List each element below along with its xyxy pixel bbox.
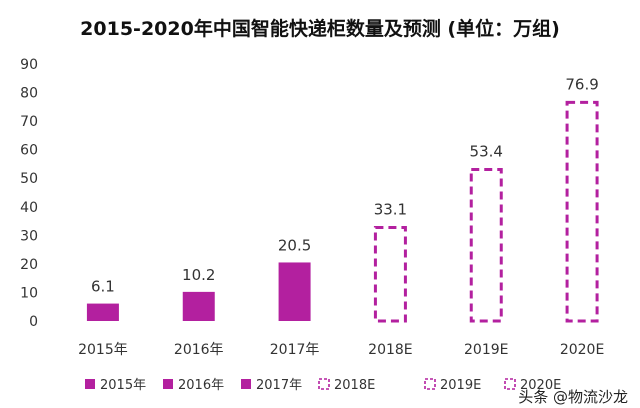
bar-value-label: 33.1 — [374, 200, 407, 218]
y-tick-label: 80 — [20, 86, 38, 102]
x-tick-label: 2020E — [560, 342, 604, 358]
legend-item-label: 2019E — [440, 378, 481, 393]
y-tick-label: 90 — [20, 57, 38, 73]
bars-group: 6.1 10.2 20.5 33.1 53.4 76.9 — [86, 75, 599, 323]
bar-value-label: 76.9 — [565, 75, 598, 93]
legend: 2015年 2016年 2017年 2018E 2019E 2020E — [85, 378, 561, 393]
legend-swatch — [241, 379, 251, 389]
bar-forecast — [565, 100, 599, 323]
x-tick-label: 2016年 — [174, 342, 224, 358]
watermark-text: 头条 @物流沙龙 — [518, 388, 628, 406]
x-tick-label: 2018E — [368, 342, 412, 358]
bar-value-label: 53.4 — [470, 143, 503, 161]
y-tick-label: 50 — [20, 171, 38, 187]
bar-value-label: 20.5 — [278, 236, 311, 254]
y-tick-label: 40 — [20, 200, 38, 216]
legend-swatch — [163, 379, 173, 389]
y-tick-label: 70 — [20, 114, 38, 130]
legend-item-label: 2020E — [520, 378, 561, 393]
bar — [278, 262, 311, 321]
bar — [182, 291, 215, 321]
bar-forecast — [373, 225, 407, 323]
y-tick-label: 10 — [20, 285, 38, 301]
y-axis: 0 10 20 30 40 50 60 70 80 90 — [20, 57, 38, 330]
legend-swatch — [85, 379, 95, 389]
legend-item-label: 2017年 — [256, 378, 302, 393]
y-tick-label: 30 — [20, 228, 38, 244]
bar — [86, 303, 119, 321]
bar-value-label: 6.1 — [91, 278, 115, 296]
x-tick-label: 2015年 — [78, 342, 128, 358]
legend-item-label: 2018E — [334, 378, 375, 393]
x-axis-labels: 2015年 2016年 2017年 2018E 2019E 2020E — [78, 342, 604, 358]
legend-item-label: 2016年 — [178, 378, 224, 393]
legend-swatch-forecast — [504, 378, 516, 390]
bar-value-label: 10.2 — [182, 266, 215, 284]
y-tick-label: 20 — [20, 257, 38, 273]
x-tick-label: 2017年 — [270, 342, 320, 358]
legend-swatch-forecast — [424, 378, 436, 390]
x-tick-label: 2019E — [464, 342, 508, 358]
y-tick-label: 0 — [29, 314, 38, 330]
y-tick-label: 60 — [20, 143, 38, 159]
chart-title: 2015-2020年中国智能快递柜数量及预测 (单位：万组) — [80, 17, 560, 40]
legend-swatch-forecast — [318, 378, 330, 390]
legend-item-label: 2015年 — [100, 378, 146, 393]
bar-forecast — [469, 168, 503, 323]
